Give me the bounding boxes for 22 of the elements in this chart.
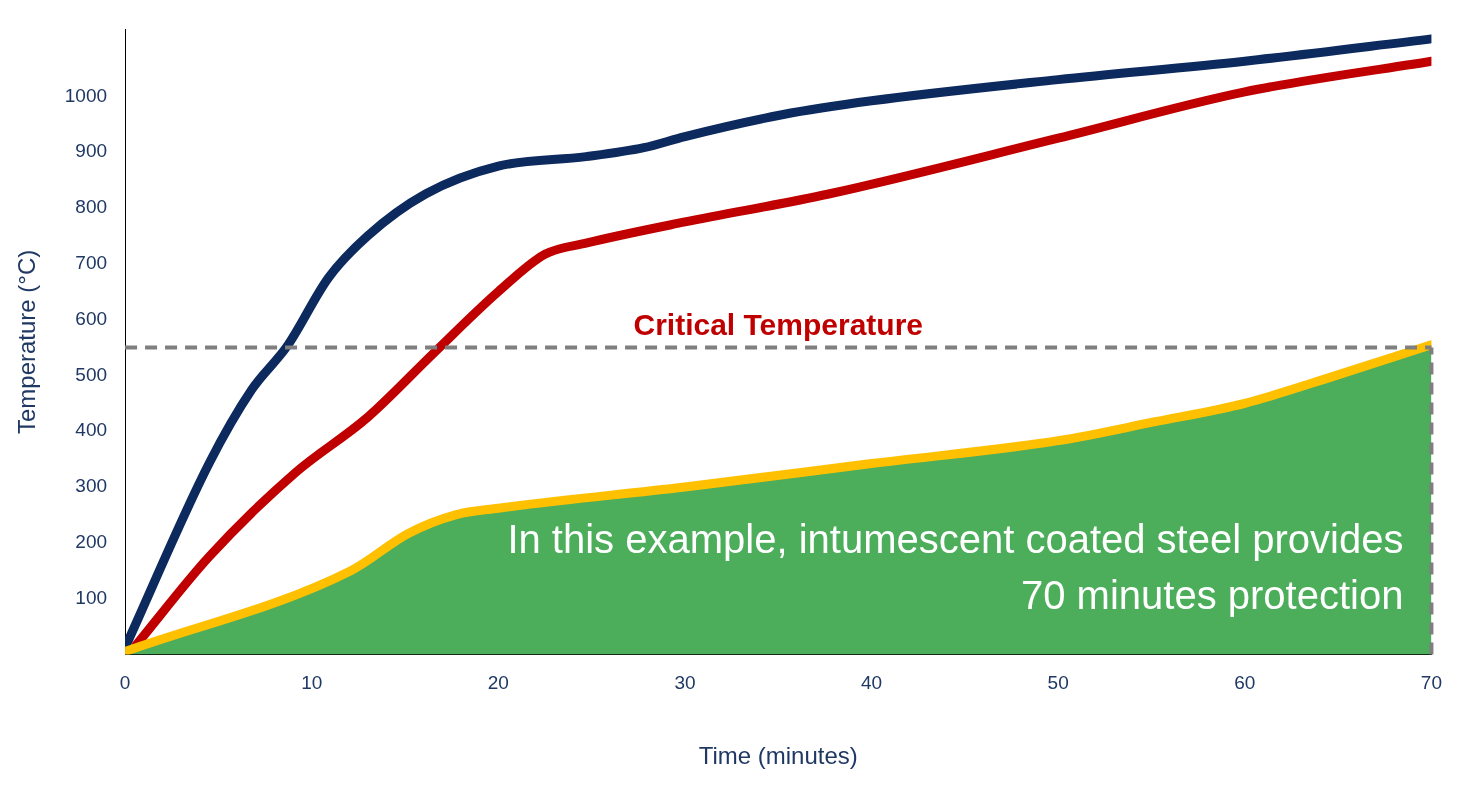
x-tick-label: 40 bbox=[860, 672, 883, 694]
x-tick-label: 20 bbox=[487, 672, 509, 694]
x-tick-label: 70 bbox=[1420, 672, 1442, 694]
y-tick-label: 800 bbox=[75, 196, 108, 218]
y-tick-label: 200 bbox=[75, 531, 108, 553]
ref-line-label: Critical Temperature bbox=[633, 307, 924, 341]
y-tick-label: 700 bbox=[75, 252, 108, 274]
x-tick-label: 10 bbox=[301, 672, 323, 694]
x-tick-label: 0 bbox=[119, 672, 131, 694]
y-tick-label: 500 bbox=[75, 363, 108, 385]
y-tick-label: 900 bbox=[75, 140, 108, 162]
x-tick-label: 50 bbox=[1047, 672, 1069, 694]
y-tick-label: 600 bbox=[75, 307, 108, 329]
x-tick-label: 30 bbox=[674, 672, 696, 694]
y-axis-title: Temperature (°C) bbox=[13, 249, 41, 435]
x-axis-title: Time (minutes) bbox=[698, 742, 858, 770]
y-tick-label: 100 bbox=[75, 586, 108, 608]
y-tick-label: 1000 bbox=[64, 84, 108, 106]
y-tick-label: 300 bbox=[75, 475, 108, 497]
y-tick-label: 400 bbox=[75, 419, 108, 441]
annotation: In this example, intumescent coated steel provides 70 minutes protection bbox=[507, 517, 1404, 618]
x-tick-label: 60 bbox=[1234, 672, 1256, 694]
